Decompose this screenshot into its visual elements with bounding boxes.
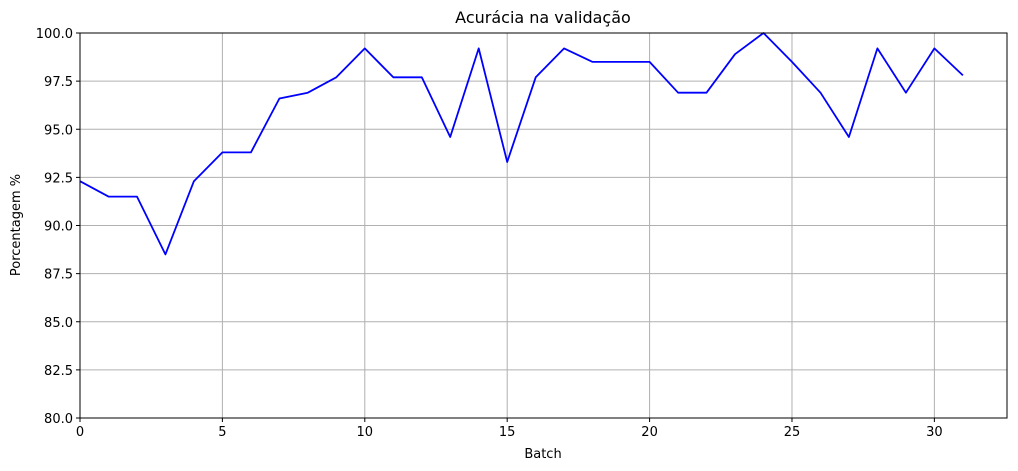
y-tick-label: 95.0	[44, 123, 73, 138]
y-tick-label: 90.0	[44, 220, 73, 235]
y-axis-label: Porcentagem %	[9, 174, 24, 276]
x-tick-label: 0	[76, 425, 84, 440]
y-tick-label: 87.5	[44, 268, 73, 283]
grid-layer	[79, 32, 1007, 419]
x-tick-label: 15	[499, 425, 516, 440]
series-line	[79, 32, 964, 256]
y-tick-label: 97.5	[44, 75, 73, 90]
x-tick-label: 10	[357, 425, 374, 440]
x-tick-label: 25	[784, 425, 801, 440]
y-tick-label: 100.0	[36, 27, 73, 42]
x-axis-label: Batch	[524, 447, 561, 462]
y-tick-label: 80.0	[44, 412, 73, 427]
x-tick-label: 30	[926, 425, 943, 440]
y-tick-label: 82.5	[44, 364, 73, 379]
line-layer	[79, 32, 964, 256]
x-tick-label: 5	[218, 425, 226, 440]
chart-title: Acurácia na validação	[455, 8, 631, 27]
y-tick-label: 92.5	[44, 171, 73, 186]
x-tick-label: 20	[641, 425, 658, 440]
y-tick-label: 85.0	[44, 316, 73, 331]
tick-layer: 0 5 10 15 20 25 30 80.0 82.5 85.0 87.5 90.0 92.5 95.0…	[36, 27, 943, 440]
